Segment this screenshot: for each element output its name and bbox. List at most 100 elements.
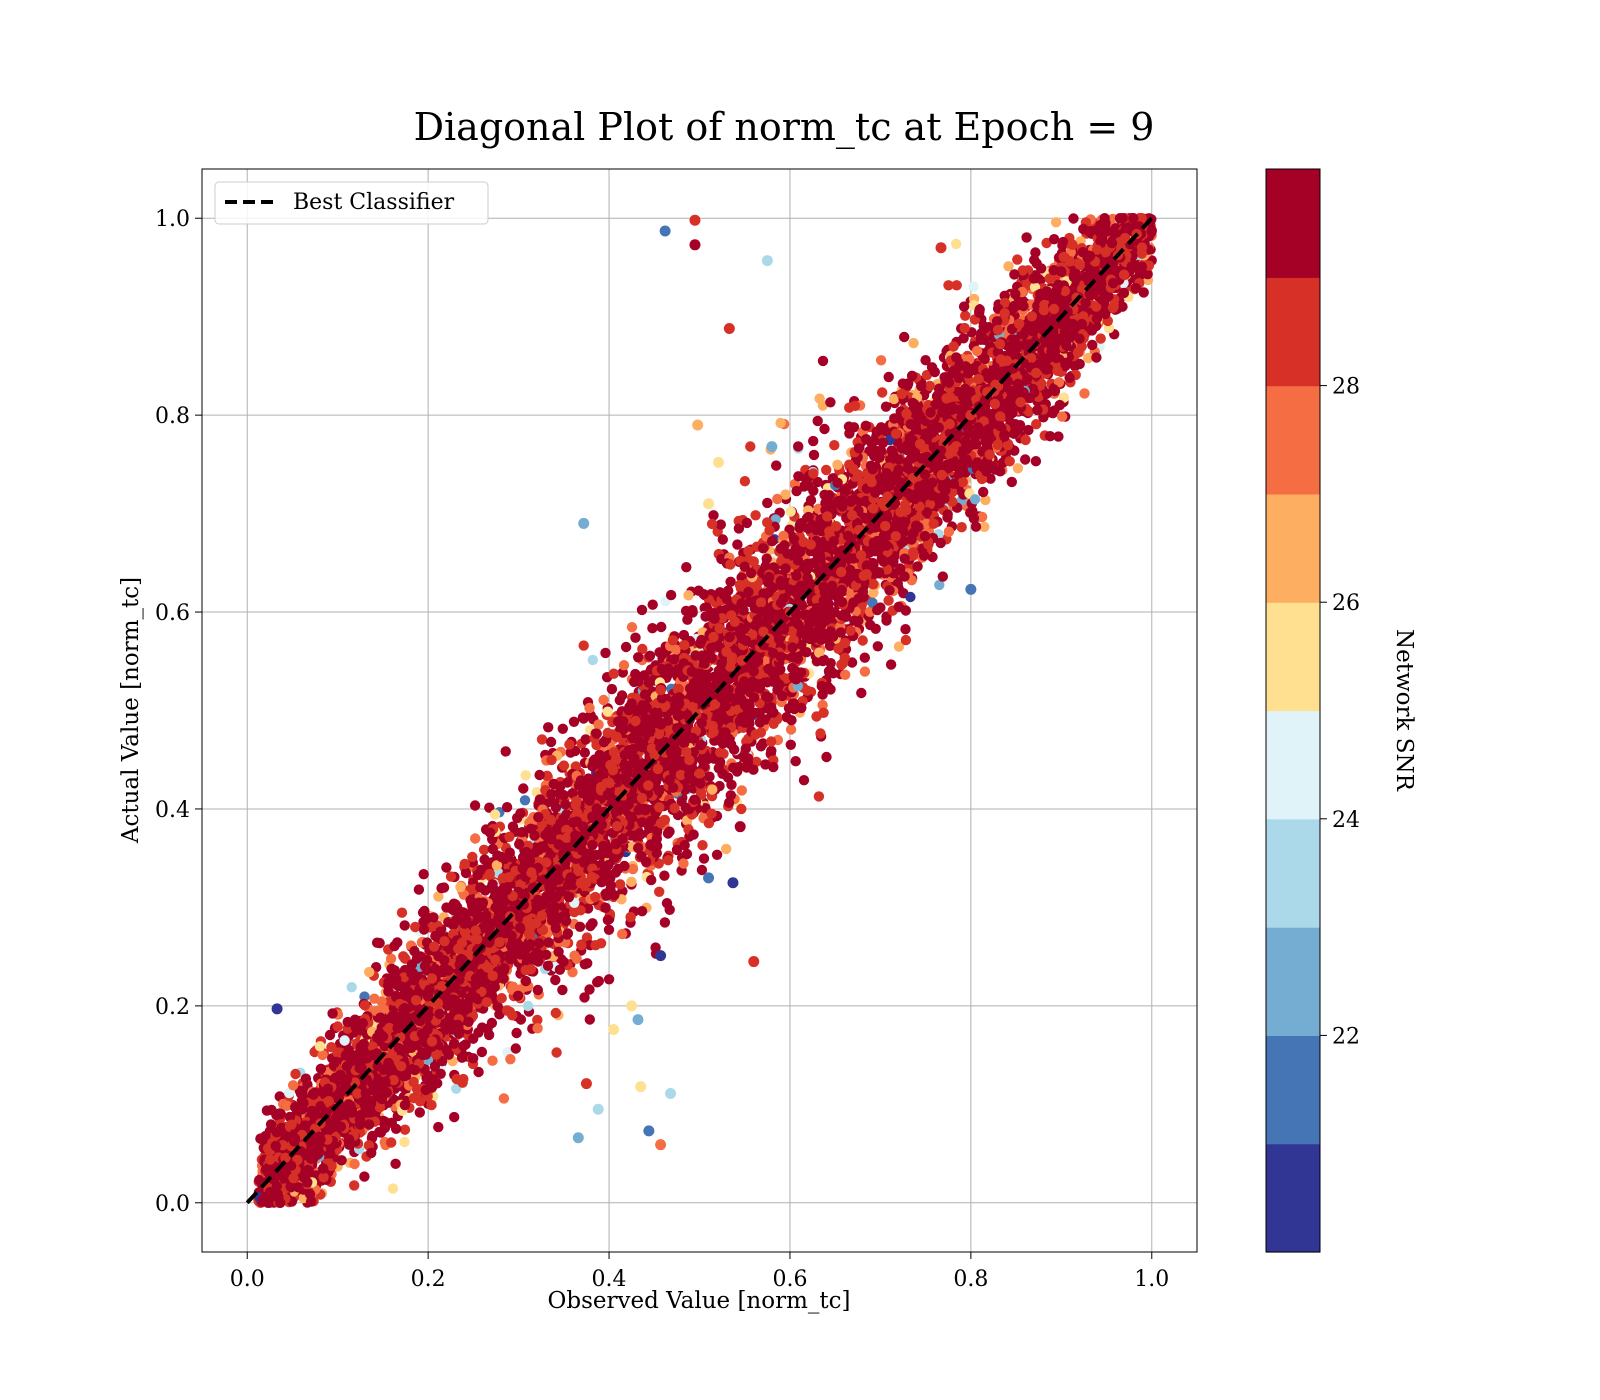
scatter-point: [1030, 456, 1042, 467]
scatter-point: [518, 783, 529, 794]
scatter-point: [626, 622, 638, 633]
scatter-point: [664, 826, 675, 837]
scatter-point: [664, 904, 675, 915]
scatter-point: [433, 891, 444, 902]
scatter-point: [543, 722, 554, 733]
scatter-point: [791, 485, 802, 497]
scatter-point: [473, 1066, 484, 1078]
scatter-point: [760, 759, 771, 770]
scatter-point: [1044, 431, 1056, 442]
scatter-point: [584, 984, 595, 995]
scatter-point: [1004, 456, 1015, 467]
scatter-point: [1012, 463, 1024, 474]
scatter-point: [515, 1014, 527, 1025]
scatter-point: [584, 1014, 595, 1025]
scatter-point: [980, 494, 991, 506]
scatter-point: [829, 440, 840, 451]
scatter-point: [433, 1121, 444, 1133]
scatter-point: [739, 476, 751, 487]
scatter-point: [771, 460, 782, 471]
scatter-point: [732, 539, 743, 550]
scatter-point: [484, 802, 495, 813]
scatter-point: [1083, 352, 1094, 364]
scatter-point: [441, 862, 452, 873]
chart-title: Diagonal Plot of norm_tc at Epoch = 9: [414, 105, 1155, 150]
scatter-point: [715, 519, 726, 530]
scatter-point: [1079, 388, 1090, 399]
scatter-point: [413, 884, 425, 895]
scatter-point: [359, 1171, 370, 1182]
scatter-point: [979, 521, 990, 532]
scatter-point: [579, 992, 590, 1003]
scatter-point: [733, 523, 745, 534]
scatter-point: [736, 785, 747, 796]
scatter-point: [785, 506, 796, 517]
scatter-point: [725, 576, 736, 587]
scatter-point: [603, 924, 615, 935]
scatter-point: [968, 281, 979, 292]
scatter-point: [845, 625, 856, 636]
scatter-point: [261, 1105, 273, 1116]
scatter-point: [614, 695, 625, 706]
scatter-point: [859, 652, 870, 663]
scatter-point: [817, 355, 829, 367]
scatter-point: [817, 699, 828, 711]
scatter-point: [1053, 431, 1064, 442]
scatter-point: [418, 869, 429, 880]
scatter-point: [766, 745, 777, 756]
scatter-point: [568, 716, 580, 727]
scatter-point: [798, 775, 810, 786]
scatter-point: [449, 1111, 460, 1123]
scatter-point: [290, 1068, 301, 1080]
scatter-point: [1074, 358, 1085, 370]
scatter-point: [905, 591, 916, 603]
scatter-point: [943, 526, 955, 537]
scatter-point: [571, 953, 582, 964]
scatter-point: [487, 1055, 498, 1066]
scatter-point: [511, 1027, 522, 1039]
scatter-point: [883, 595, 894, 606]
scatter-point: [958, 301, 970, 312]
scatter-point: [697, 840, 708, 851]
scatter-point: [815, 728, 826, 739]
scatter-point: [751, 756, 762, 767]
scatter-point: [1138, 287, 1149, 298]
scatter-point: [822, 681, 834, 693]
scatter-point: [519, 795, 531, 806]
scatter-point: [780, 489, 791, 500]
scatter-point: [656, 621, 667, 633]
scatter-point: [900, 624, 911, 635]
scatter-point: [637, 643, 648, 655]
scatter-point: [654, 647, 665, 658]
scatter-point: [598, 694, 609, 706]
scatter-point: [877, 387, 888, 398]
scatter-point: [1050, 217, 1062, 228]
scatter-point: [785, 739, 796, 750]
scatter-point: [476, 1022, 488, 1033]
scatter-point: [387, 1183, 399, 1194]
scatter-point: [349, 1158, 360, 1170]
scatter-point: [399, 1136, 410, 1148]
scatter-point: [1068, 213, 1079, 224]
scatter-point: [520, 770, 531, 781]
scatter-point: [790, 756, 801, 767]
scatter-point: [785, 724, 797, 735]
scatter-point: [772, 493, 783, 505]
scatter-point: [678, 858, 689, 869]
scatter-point: [682, 614, 693, 625]
scatter-point: [908, 337, 919, 349]
scatter-point: [956, 522, 967, 533]
scatter-point: [819, 423, 830, 435]
scatter-point: [557, 984, 568, 996]
scatter-point: [608, 668, 619, 679]
scatter-point: [603, 974, 615, 985]
scatter-point: [364, 966, 375, 978]
scatter-point: [786, 715, 797, 726]
scatter-point: [856, 687, 867, 699]
scatter-point: [711, 849, 723, 860]
scatter-point: [469, 800, 481, 811]
scatter-point: [314, 1041, 326, 1052]
scatter-point: [857, 635, 868, 646]
